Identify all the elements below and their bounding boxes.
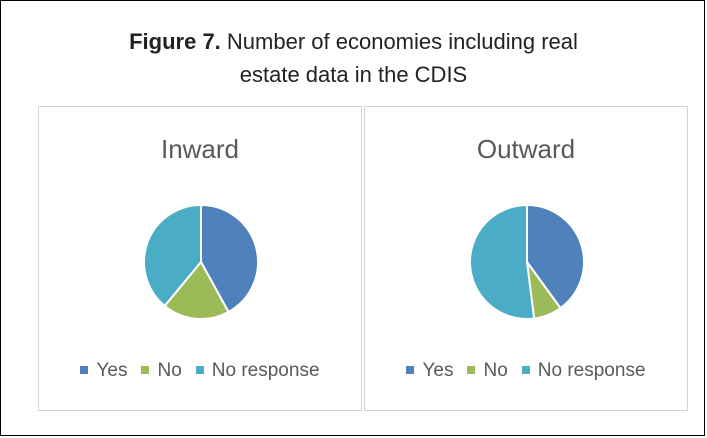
inward-legend-item-no: No <box>141 360 182 382</box>
outward-legend-label-no: No <box>483 360 508 381</box>
outward-chart-title: Outward <box>476 134 576 164</box>
outward-chart-panel: Outward Yes No No response <box>364 106 688 411</box>
inward-chart-panel: Inward Yes No No response <box>38 106 362 411</box>
inward-legend-swatch-no-response <box>195 366 204 374</box>
outward-slice-yes <box>526 203 585 310</box>
figure-label: Figure 7. <box>129 29 221 54</box>
outward-legend: Yes No No response <box>365 360 687 382</box>
figure-title-line-1: Number of economies including real <box>226 29 578 54</box>
inward-legend-item-no-response: No response <box>195 360 320 382</box>
outward-legend-item-no-response: No response <box>521 360 646 382</box>
inward-slice-no <box>163 260 230 320</box>
figure-title: Figure 7. Number of economies including … <box>0 25 707 91</box>
outward-legend-swatch-no <box>467 366 476 374</box>
outward-pie-chart <box>469 203 585 320</box>
outward-slice-no-response <box>469 203 536 320</box>
inward-legend-swatch-no <box>141 366 150 374</box>
inward-slice-no-response <box>143 203 202 308</box>
inward-chart-title: Inward <box>160 134 240 164</box>
inward-legend-label-no-response: No response <box>211 360 320 381</box>
outward-legend-label-yes: Yes <box>422 360 454 381</box>
figure-title-line-2: estate data in the CDIS <box>239 62 468 87</box>
outward-legend-swatch-no-response <box>521 366 530 374</box>
inward-slice-yes <box>200 203 259 314</box>
outward-legend-label-no-response: No response <box>537 360 646 381</box>
inward-legend: Yes No No response <box>39 360 361 382</box>
inward-legend-item-yes: Yes <box>80 360 127 382</box>
outward-legend-item-yes: Yes <box>406 360 453 382</box>
outward-legend-item-no: No <box>467 360 508 382</box>
outward-legend-swatch-yes <box>406 366 415 374</box>
inward-legend-label-yes: Yes <box>96 360 128 381</box>
inward-pie-chart <box>143 203 259 320</box>
inward-legend-label-no: No <box>157 360 182 381</box>
inward-legend-swatch-yes <box>80 366 89 374</box>
